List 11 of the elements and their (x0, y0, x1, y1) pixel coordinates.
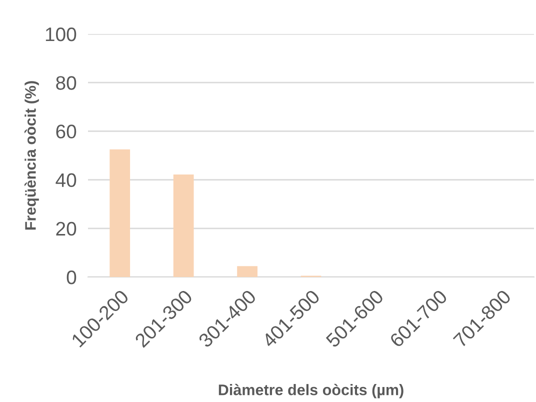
x-axis-title: Diàmetre dels oòcits (µm) (218, 384, 404, 398)
y-axis-title: Freqüència oòcit (%) (24, 81, 39, 230)
y-tick-label: 100 (46, 27, 76, 42)
y-tick-label: 20 (56, 222, 76, 236)
y-tick-label: 60 (56, 124, 76, 138)
bar (173, 174, 194, 277)
y-tick-label: 80 (56, 76, 76, 90)
y-tick-label: 40 (56, 173, 76, 188)
bar (110, 149, 130, 277)
y-tick-label: 0 (66, 270, 76, 284)
bar (237, 266, 258, 277)
